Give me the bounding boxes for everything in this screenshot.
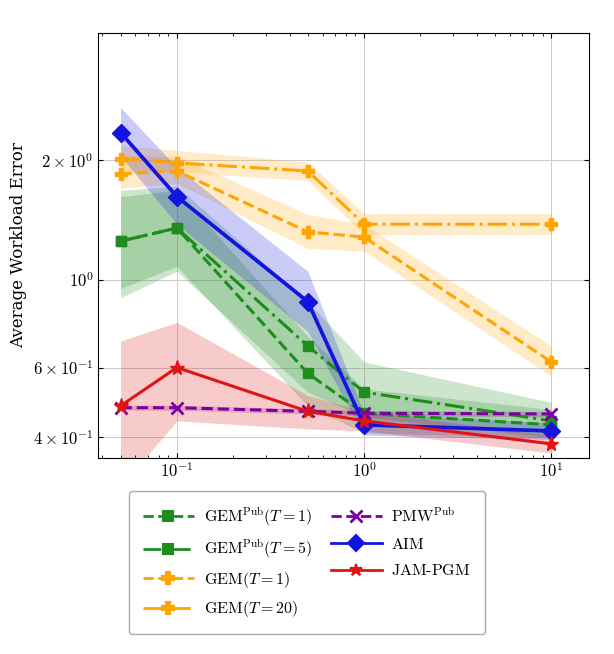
- GEMPub_T1: [304, 370, 311, 377]
- GEMPub_T1: [360, 409, 368, 417]
- AIM: [548, 427, 555, 435]
- AIM: [173, 193, 181, 201]
- Line: JAM_PGM: JAM_PGM: [113, 360, 559, 451]
- GEM_T1: [304, 228, 311, 236]
- GEM_T20: [117, 155, 124, 163]
- Y-axis label: Average Workload Error: Average Workload Error: [10, 143, 28, 348]
- Legend: $\mathrm{GEM}^{\mathrm{Pub}}(T{=}1)$, $\mathrm{GEM}^{\mathrm{Pub}}(T{=}5)$, $\ma: $\mathrm{GEM}^{\mathrm{Pub}}(T{=}1)$, $\…: [128, 491, 486, 634]
- JAM_PGM: [304, 407, 311, 415]
- Line: GEM_T20: GEM_T20: [114, 152, 558, 230]
- JAM_PGM: [548, 440, 555, 448]
- JAM_PGM: [117, 402, 124, 410]
- GEM_T1: [360, 233, 368, 241]
- GEM_T20: [173, 159, 181, 167]
- JAM_PGM: [360, 417, 368, 425]
- Line: GEM_T1: GEM_T1: [114, 165, 558, 368]
- Line: AIM: AIM: [114, 126, 558, 437]
- GEMPub_T5: [360, 388, 368, 396]
- GEMPub_T5: [173, 224, 181, 232]
- GEMPub_T5: [548, 417, 555, 425]
- GEM_T1: [173, 167, 181, 175]
- Line: GEMPub_T1: GEMPub_T1: [115, 223, 556, 430]
- GEM_T1: [117, 170, 124, 178]
- GEMPub_T1: [548, 421, 555, 429]
- GEM_T1: [548, 358, 555, 366]
- PMW_Pub: [173, 404, 181, 411]
- GEM_T20: [304, 167, 311, 175]
- Line: GEMPub_T5: GEMPub_T5: [115, 223, 556, 426]
- GEMPub_T5: [304, 342, 311, 350]
- PMW_Pub: [360, 409, 368, 417]
- GEMPub_T1: [117, 237, 124, 245]
- GEMPub_T1: [173, 224, 181, 232]
- PMW_Pub: [548, 410, 555, 418]
- AIM: [360, 421, 368, 429]
- AIM: [304, 298, 311, 305]
- AIM: [117, 129, 124, 137]
- GEM_T20: [548, 220, 555, 228]
- GEMPub_T5: [117, 237, 124, 245]
- X-axis label: ϵ: ϵ: [338, 487, 349, 506]
- Line: PMW_Pub: PMW_Pub: [114, 402, 558, 421]
- JAM_PGM: [173, 364, 181, 371]
- PMW_Pub: [304, 407, 311, 415]
- PMW_Pub: [117, 404, 124, 411]
- GEM_T20: [360, 220, 368, 228]
